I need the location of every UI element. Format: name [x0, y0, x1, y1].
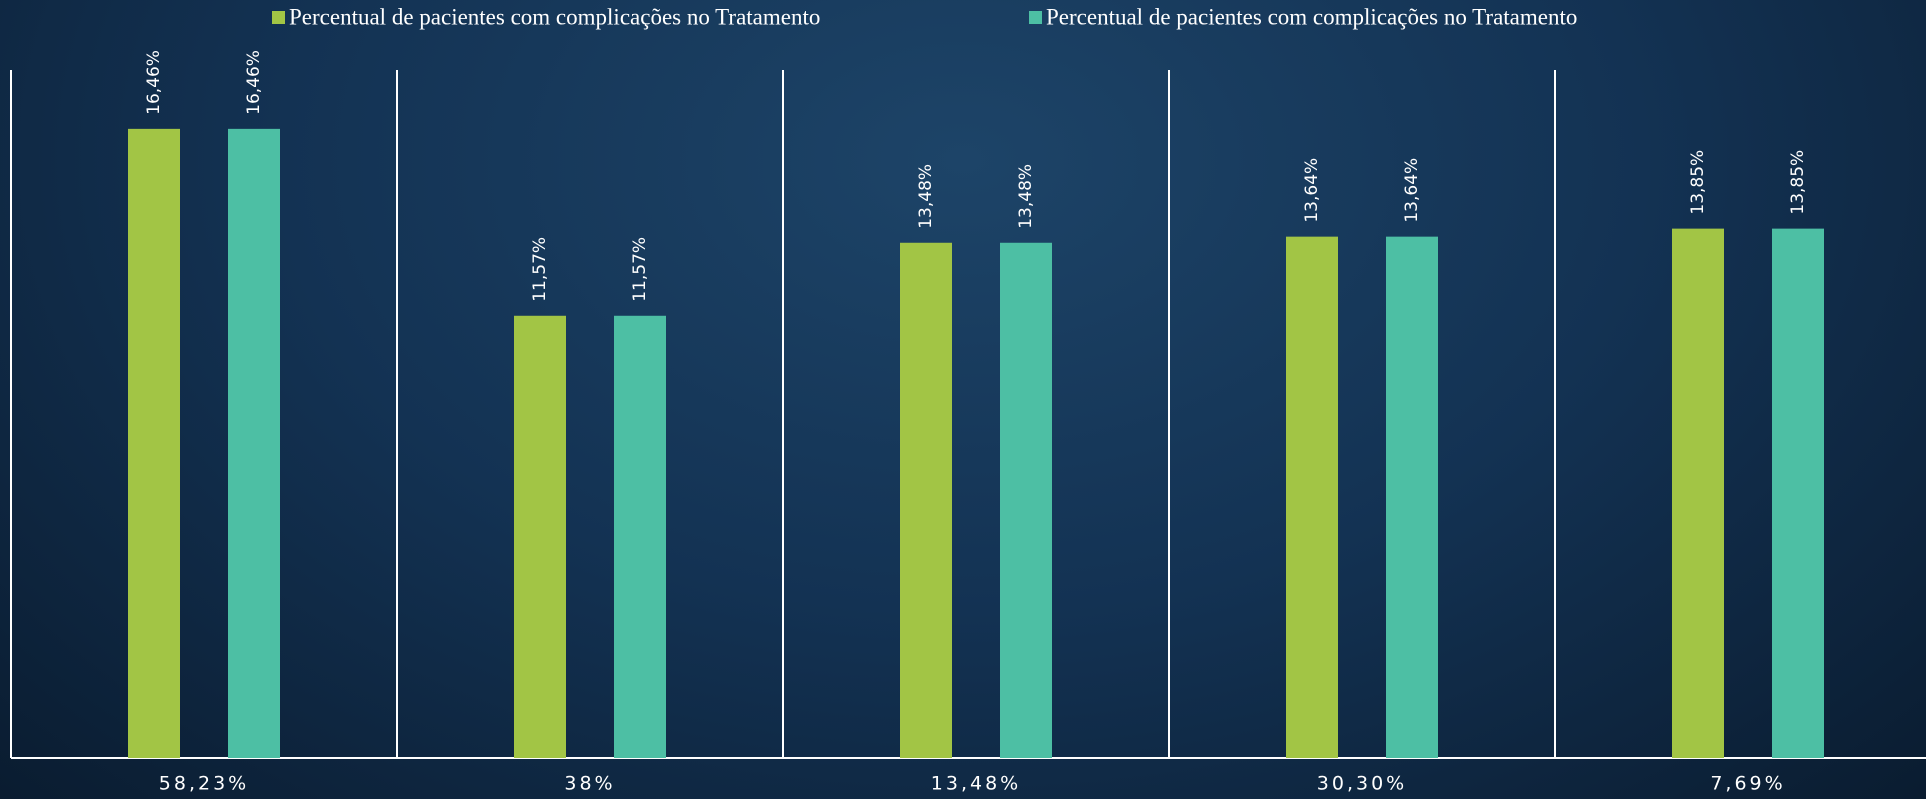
legend-label: Percentual de pacientes com complicações… — [289, 4, 820, 29]
data-label: 13,48% — [1016, 164, 1036, 229]
bar — [614, 315, 666, 758]
data-label: 13,64% — [1302, 158, 1322, 223]
bar — [1772, 228, 1824, 759]
data-label: 13,85% — [1788, 150, 1808, 215]
bar — [514, 315, 566, 758]
legend-marker — [272, 11, 285, 24]
data-label: 16,46% — [144, 50, 164, 115]
data-label: 11,57% — [530, 237, 550, 302]
x-tick-label: 13,48% — [931, 773, 1021, 795]
x-tick-label: 7,69% — [1710, 773, 1785, 795]
data-label: 13,85% — [1688, 150, 1708, 215]
bar — [1672, 228, 1724, 759]
x-tick-label: 30,30% — [1317, 773, 1407, 795]
data-label: 13,64% — [1402, 158, 1422, 223]
bar — [1386, 236, 1438, 758]
legend-label: Percentual de pacientes com complicações… — [1046, 4, 1577, 29]
bar — [228, 128, 280, 758]
legend-marker — [1029, 11, 1042, 24]
bar — [1286, 236, 1338, 758]
x-tick-label: 38% — [564, 773, 615, 795]
bar — [1000, 242, 1052, 758]
bar — [128, 128, 180, 758]
x-tick-label: 58,23% — [159, 773, 249, 795]
data-label: 11,57% — [630, 237, 650, 302]
bar — [900, 242, 952, 758]
data-label: 16,46% — [244, 50, 264, 115]
data-label: 13,48% — [916, 164, 936, 229]
